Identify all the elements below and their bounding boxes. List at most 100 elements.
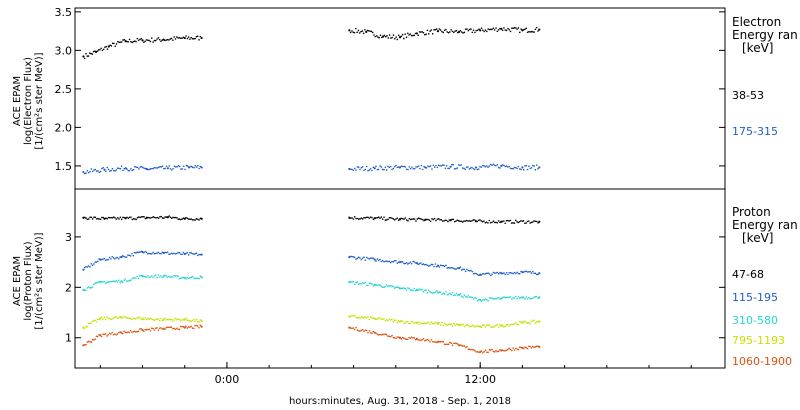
electron-series-1-point [381,168,384,171]
proton-series-1-point [352,256,355,258]
proton-series-4-point [403,337,405,339]
proton-series-3-point [117,316,120,319]
proton-series-3-point [445,323,447,326]
electron-series-0-point [126,40,128,43]
electron-series-0-point [355,27,357,30]
proton-series-3-point [137,317,140,320]
electron-series-0-point [135,40,137,43]
electron-series-0-point [425,33,427,36]
proton-series-2-point [400,287,403,290]
electron-series-0-point [420,31,422,33]
proton-series-4-point [200,325,203,328]
electron-series-1-point [493,164,496,167]
proton-series-4-point [96,335,99,338]
electron-series-1-point [181,168,184,170]
proton-series-4-point [356,329,359,331]
proton-series-2-point [463,294,466,296]
proton-series-3-point [114,316,116,318]
proton-series-0-point [487,222,489,224]
x-axis-label: hours:minutes, Aug. 31, 2018 - Sep. 1, 2… [288,396,512,407]
proton-series-0-point [99,218,102,221]
proton-series-2-point [162,275,165,278]
proton-series-2-point [468,296,471,298]
proton-series-4-point [351,327,353,330]
proton-series-0-point [194,219,196,221]
electron-series-1-point [522,168,525,171]
proton-series-2-point [86,287,89,289]
electron-series-0-point [172,39,174,41]
proton-series-4-point [505,349,508,351]
proton-series-0-point [83,216,86,219]
proton-series-1-point [153,252,156,255]
electron-series-1-point [495,164,497,167]
electron-series-0-point [535,26,538,29]
proton-series-0-point [484,222,487,224]
proton-series-1-point [488,273,491,275]
proton-series-0-point [199,217,202,220]
proton-series-4-point [463,345,466,347]
proton-series-0-point [392,218,395,220]
electron-series-1-point [526,168,529,171]
proton-series-2-point [181,276,183,279]
electron-series-1-point [119,167,122,170]
proton-series-0-point [166,216,169,219]
proton-series-2-point [89,287,91,289]
electron-series-1-point [513,166,516,169]
proton-series-2-point [149,276,152,278]
proton-series-3-point [100,316,103,318]
proton-series-2-point [429,290,431,293]
electron-series-0-point [109,44,111,47]
proton-series-0-point [397,219,400,221]
electron-series-1-point [197,164,199,167]
proton-series-2-point [189,277,191,279]
proton-series-1-point [509,271,512,274]
proton-series-2-point [454,294,456,297]
proton-series-3-point [447,323,450,325]
proton-series-0-point [421,218,424,221]
electron-series-1-point [417,165,420,167]
proton-series-4-point [194,324,196,327]
electron-series-1-point [508,165,511,168]
proton-series-2-point [196,277,199,279]
proton-series-3-point [198,320,200,323]
proton-series-0-point [147,216,149,219]
proton-series-0 [82,215,541,225]
proton-series-1-point [403,262,405,265]
proton-series-4-point [110,333,112,335]
proton-series-0-point [499,221,501,224]
electron-series-0-point [438,28,441,30]
electron-series-1-point [148,168,151,171]
proton-series-1-point [169,253,172,255]
proton-series-1-point [528,271,530,273]
electron-series-1-point [123,167,126,170]
electron-series-0-point [529,31,531,33]
proton-series-1-point [365,256,368,259]
proton-series-2-point [434,291,437,293]
electron-series-1-point [387,165,389,168]
proton-series-0-point [87,218,90,220]
proton-series-2-point [403,287,405,289]
proton-series-2-point [185,278,187,280]
electron-series-1-point [481,164,484,167]
proton-series-1-point [143,251,145,254]
proton-series-1-point [491,273,493,276]
proton-series-2-point [410,288,413,291]
proton-series-0-point [356,217,359,220]
electron-series-0-point [368,29,370,32]
proton-series-1-point [357,256,360,259]
proton-series-0-point [384,219,387,221]
electron-series-1-point [115,169,118,171]
proton-series-3-point [474,326,476,328]
proton-series-4-point [165,326,168,329]
electron-series-1-point [155,167,157,169]
proton-series-3-point [141,317,144,320]
proton-series-2-point [377,283,380,286]
proton-series-3-point [145,318,148,321]
proton-series-0-point [413,218,416,220]
electron-series-0-point [104,46,106,48]
proton-series-2-point [359,282,361,285]
proton-series-2-point [456,294,459,296]
proton-series-0-point [395,218,397,220]
proton-series-0-point [440,218,443,221]
proton-series-3-point [425,322,427,324]
